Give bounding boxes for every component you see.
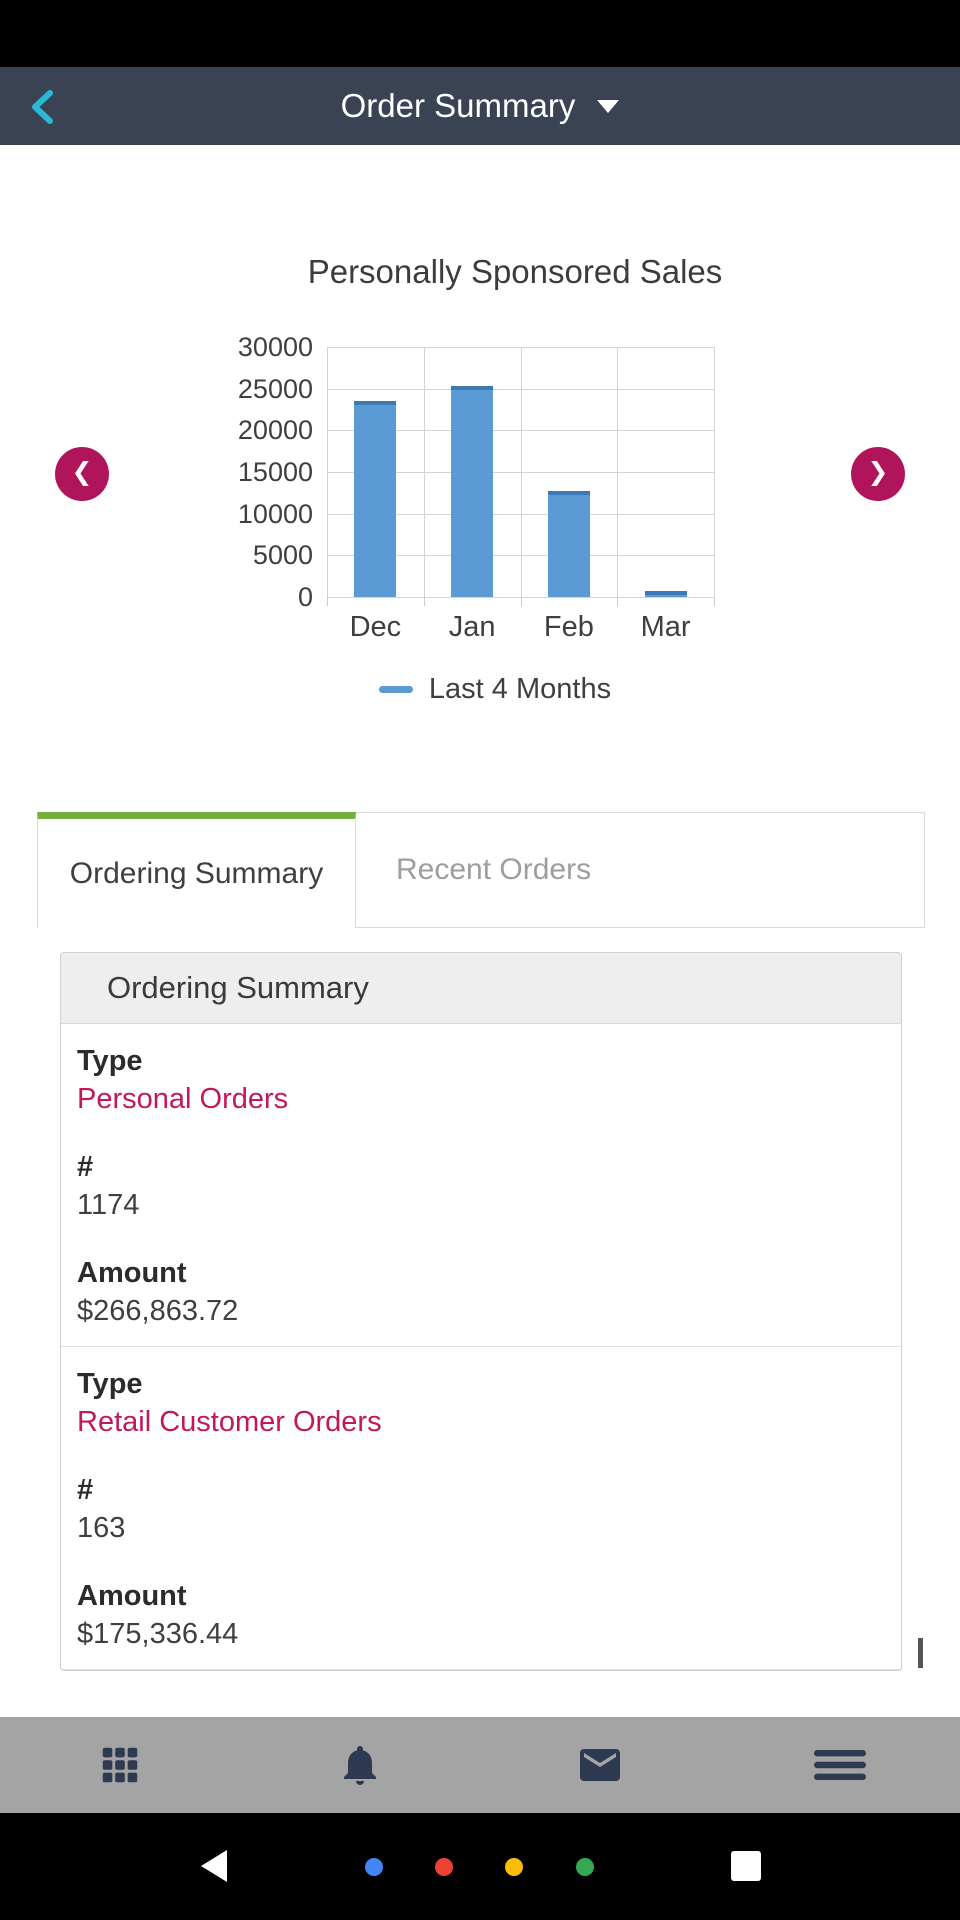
bar-feb <box>547 490 590 597</box>
count-field: # 1174 <box>77 1148 885 1224</box>
y-axis-tick-label: 15000 <box>237 457 313 487</box>
tab-label: Recent Orders <box>396 853 592 886</box>
back-button[interactable] <box>22 84 68 130</box>
card-header: Ordering Summary <box>61 953 901 1024</box>
y-axis-tick-label: 10000 <box>237 498 313 529</box>
chevron-down-icon <box>597 99 620 113</box>
order-amount: $266,863.72 <box>77 1295 239 1327</box>
carousel-prev-button[interactable]: ❮ <box>55 447 109 501</box>
x-axis-label: Feb <box>543 611 594 643</box>
gridline <box>327 347 328 597</box>
field-label: Amount <box>77 1257 187 1289</box>
y-axis-tick-label: 20000 <box>237 415 313 446</box>
order-type-link[interactable]: Retail Customer Orders <box>77 1406 382 1438</box>
tab-label: Ordering Summary <box>69 856 324 890</box>
android-dot-green <box>576 1858 594 1876</box>
x-axis-label: Dec <box>349 611 402 643</box>
gridline <box>423 347 425 597</box>
carousel-next-button[interactable]: ❯ <box>851 447 905 501</box>
field-label: Type <box>77 1045 143 1077</box>
android-dot-blue <box>365 1858 383 1876</box>
android-nav-bar <box>0 1813 960 1920</box>
messages-button[interactable] <box>540 1717 660 1813</box>
chart-title: Personally Sponsored Sales <box>307 253 723 290</box>
y-axis-tick-label: 5000 <box>252 540 313 571</box>
x-axis-label: Mar <box>640 611 691 643</box>
type-field: Type Retail Customer Orders <box>77 1365 885 1441</box>
bar-jan <box>451 386 494 597</box>
android-back-icon[interactable] <box>201 1850 227 1882</box>
page-title: Order Summary <box>340 87 576 124</box>
count-field: # 163 <box>77 1471 885 1547</box>
notifications-button[interactable] <box>300 1717 420 1813</box>
legend-label: Last 4 Months <box>428 673 612 705</box>
y-axis-tick-label: 0 <box>297 582 313 612</box>
android-dot-yellow <box>505 1858 523 1876</box>
type-field: Type Personal Orders <box>77 1042 885 1118</box>
gridline <box>714 347 715 597</box>
field-label: # <box>77 1474 94 1506</box>
order-summary-row: Type Personal Orders # 1174 Amount $266,… <box>61 1024 901 1347</box>
x-axis-tick <box>327 597 328 606</box>
gridline <box>617 347 619 597</box>
page-title-dropdown[interactable]: Order Summary <box>341 87 620 125</box>
x-axis-tick <box>423 597 425 606</box>
ordering-summary-card: Ordering Summary Type Personal Orders # … <box>60 952 902 1671</box>
x-axis-tick <box>617 597 619 606</box>
x-axis-tick <box>520 597 522 606</box>
apps-grid-icon <box>97 1742 143 1788</box>
order-type-link[interactable]: Personal Orders <box>77 1083 289 1115</box>
tab-ordering-summary[interactable]: Ordering Summary <box>37 812 356 928</box>
android-dot-red <box>435 1858 453 1876</box>
messages-envelope-icon <box>576 1741 624 1789</box>
apps-grid-button[interactable] <box>60 1717 180 1813</box>
field-label: Amount <box>77 1580 187 1612</box>
x-axis-label: Jan <box>448 611 496 643</box>
order-count: 1174 <box>77 1189 140 1221</box>
order-summary-row: Type Retail Customer Orders # 163 Amount… <box>61 1347 901 1670</box>
tab-recent-orders[interactable]: Recent Orders <box>356 812 925 928</box>
bottom-toolbar <box>0 1717 960 1813</box>
y-axis-tick-label: 30000 <box>237 332 313 362</box>
android-square-icon[interactable] <box>731 1851 761 1881</box>
gridline <box>520 347 522 597</box>
amount-field: Amount $266,863.72 <box>77 1254 885 1330</box>
notifications-bell-icon <box>336 1741 384 1789</box>
menu-icon <box>812 1741 868 1789</box>
bar-chart-plot <box>327 347 715 598</box>
sales-chart: Personally Sponsored Sales Last 4 Months… <box>0 145 960 812</box>
bar-dec <box>354 401 397 597</box>
field-label: # <box>77 1151 94 1183</box>
app-bar: Order Summary <box>0 67 960 145</box>
y-axis-tick-label: 25000 <box>237 373 313 404</box>
amount-field: Amount $175,336.44 <box>77 1577 885 1653</box>
x-axis-tick <box>714 597 715 606</box>
bar-mar <box>644 590 687 597</box>
tab-bar: Ordering Summary Recent Orders <box>37 812 925 928</box>
legend-swatch <box>378 686 413 693</box>
order-count: 163 <box>77 1512 126 1544</box>
chevron-left-icon <box>22 90 68 133</box>
scrollbar-thumb[interactable] <box>918 1638 923 1668</box>
status-bar <box>0 0 960 67</box>
order-amount: $175,336.44 <box>77 1618 239 1650</box>
field-label: Type <box>77 1368 143 1400</box>
chart-legend: Last 4 Months <box>0 673 960 706</box>
menu-button[interactable] <box>780 1717 900 1813</box>
